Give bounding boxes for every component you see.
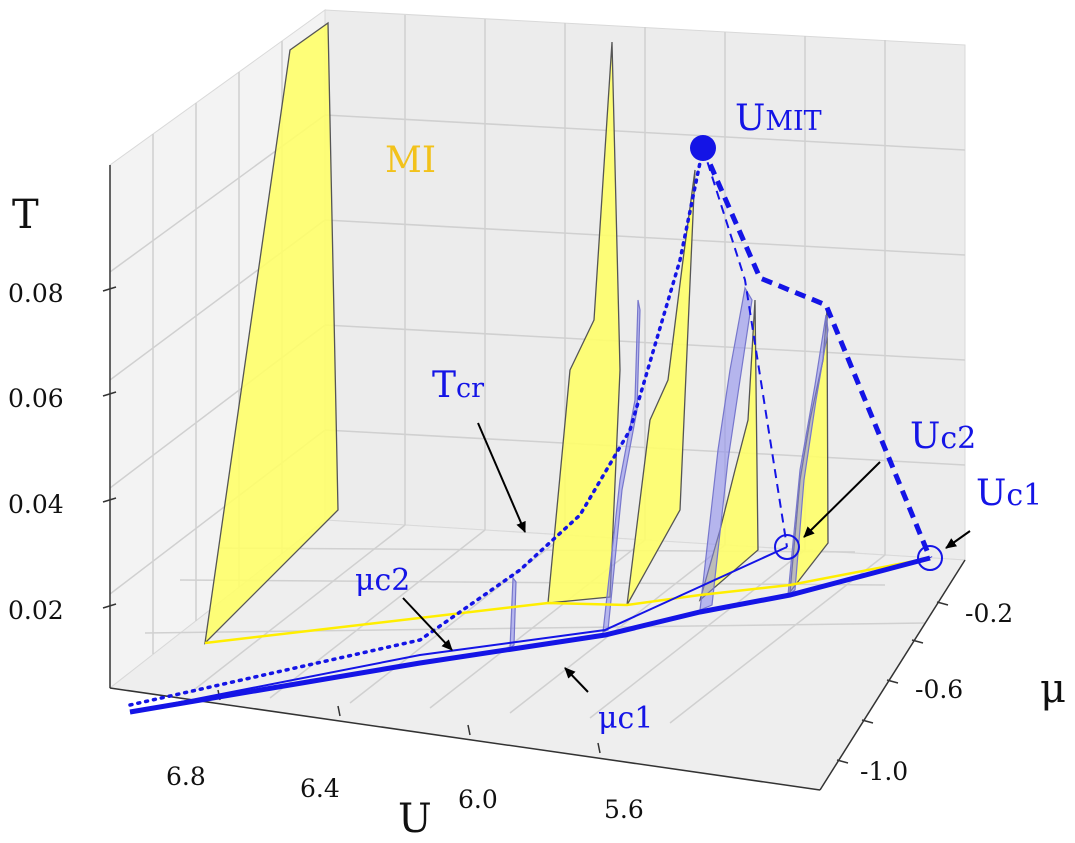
- umit-label-sub: MIT: [765, 106, 821, 137]
- umit-label: UMIT: [735, 98, 822, 139]
- uc2-label: Uc2: [910, 416, 976, 457]
- uc2-dashed-line: [702, 147, 788, 548]
- tcr-arrow: [477, 422, 526, 533]
- uc2-arrow: [803, 461, 881, 538]
- muc1-label-sub: c1: [618, 701, 654, 736]
- y-tick-label: -0.6: [915, 675, 963, 704]
- tcr-label-sub: cr: [456, 373, 484, 404]
- uc1-label: Uc1: [976, 473, 1042, 514]
- coexistence-sheet-1: [509, 576, 517, 650]
- tcr-label-main: T: [432, 365, 456, 406]
- axis-edges: [109, 165, 966, 791]
- coexistence-sheet-3: [699, 286, 753, 611]
- mi-label: MI: [385, 140, 436, 181]
- uc2-label-sub: c2: [940, 421, 976, 456]
- uc1-point: [917, 545, 943, 571]
- muc2-label: μc2: [355, 563, 410, 598]
- tcr-label: Tcr: [432, 365, 484, 406]
- tcr-line: [128, 146, 705, 707]
- uc1-dashed-line: [700, 146, 933, 559]
- tick-marks: [102, 286, 949, 764]
- muc1-label: μc1: [598, 701, 653, 736]
- mi-sheet-3: [626, 169, 696, 606]
- x-tick-label: 5.6: [604, 795, 644, 824]
- x-tick-label: 6.4: [300, 774, 340, 803]
- uc1-label-main: U: [976, 473, 1006, 514]
- muc2-line: [129, 546, 788, 713]
- phase-lines: [128, 146, 933, 715]
- coexistence-sheet-2: [602, 299, 641, 633]
- uc1-label-sub: c1: [1006, 478, 1042, 513]
- mi-boundary-line: [204, 556, 931, 645]
- x-tick-label: 6.0: [458, 785, 498, 814]
- y-tick-label: -0.2: [965, 599, 1013, 628]
- annotation-arrows: [402, 422, 971, 693]
- muc1-label-main: μ: [598, 701, 618, 736]
- muc1-line: [129, 555, 931, 715]
- muc2-label-sub: c2: [375, 563, 411, 598]
- muc2-arrow: [402, 597, 453, 651]
- z-tick-label: 0.04: [8, 490, 64, 519]
- uc2-label-main: U: [910, 416, 940, 457]
- x-tick-label: 6.8: [166, 762, 206, 791]
- z-tick-label: 0.02: [8, 596, 64, 625]
- umit-label-main: U: [735, 98, 765, 139]
- z-tick-label: 0.06: [8, 384, 64, 413]
- muc1-arrow: [564, 667, 589, 693]
- uc2-point: [774, 534, 800, 560]
- x-axis-label: U: [398, 796, 432, 838]
- y-tick-label: -1.0: [860, 757, 908, 786]
- muc2-label-main: μ: [355, 563, 375, 598]
- mi-sheet-1: [204, 21, 339, 645]
- z-tick-label: 0.08: [8, 279, 64, 308]
- uc1-arrow: [945, 530, 971, 549]
- y-axis-label: μ: [1040, 666, 1066, 712]
- z-axis-label: T: [12, 192, 39, 238]
- umit-point: [690, 135, 716, 161]
